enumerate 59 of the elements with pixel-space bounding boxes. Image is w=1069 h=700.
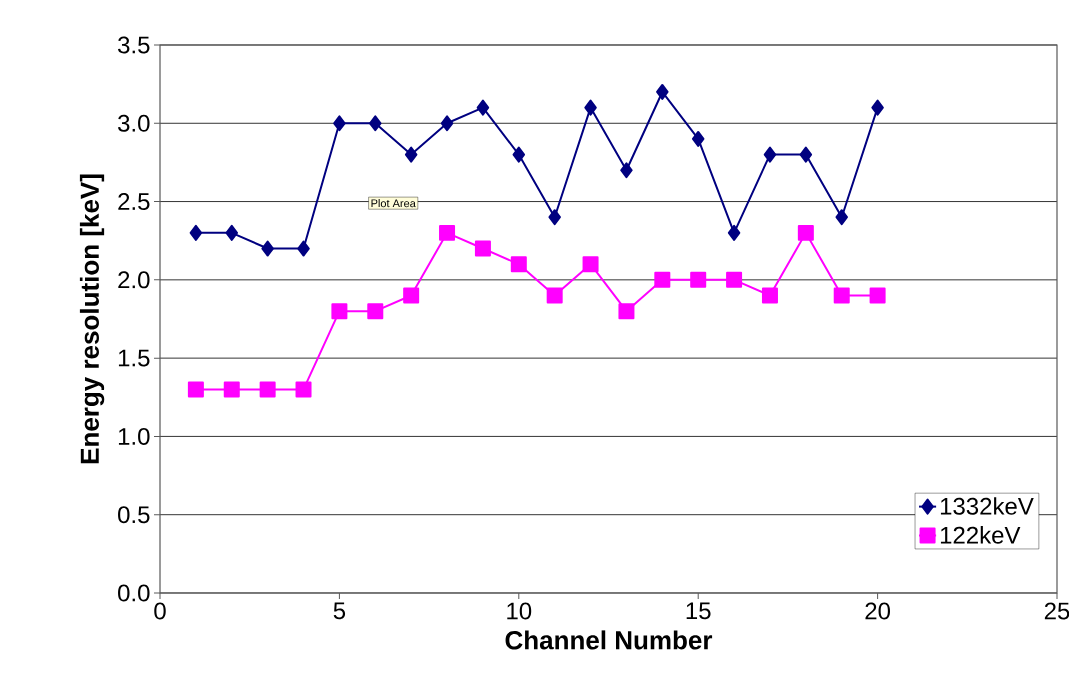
point [656, 83, 669, 100]
point [331, 303, 348, 320]
point [797, 224, 814, 241]
x-tick-label: 25 [1044, 602, 1069, 620]
point [440, 115, 454, 132]
x-axis-title: Channel Number [505, 630, 713, 650]
point [295, 381, 312, 398]
y-tick-label: 3.5 [118, 36, 150, 54]
y-tick-label: 2.0 [118, 271, 150, 289]
point [404, 146, 418, 163]
y-tick-label: 1.0 [118, 427, 150, 445]
point [369, 115, 382, 132]
x-tick-label: 10 [507, 602, 532, 620]
point [259, 381, 276, 398]
x-tick-label: 5 [333, 602, 346, 620]
point [690, 271, 707, 288]
x-tick-label: 15 [686, 602, 711, 620]
y-tick-label: 2.5 [118, 193, 150, 211]
point [474, 240, 491, 257]
point [187, 381, 204, 398]
y-tick-label: 3.0 [118, 114, 150, 132]
point [654, 271, 671, 288]
point [261, 240, 274, 257]
point [835, 209, 848, 226]
point [833, 287, 850, 304]
point [726, 271, 743, 288]
point [799, 146, 813, 163]
legend-label: 1332keV [940, 497, 1034, 515]
y-axis-title: Energy resolution [keV] [79, 174, 105, 464]
point [367, 303, 384, 320]
point [510, 256, 527, 273]
point [584, 99, 597, 116]
point [620, 162, 633, 179]
x-tick-label: 20 [865, 602, 890, 620]
point [403, 287, 420, 304]
point [727, 224, 741, 241]
point [297, 240, 310, 257]
point [333, 115, 346, 132]
y-tick-label: 1.5 [118, 349, 150, 367]
point [869, 287, 886, 304]
annotation: Plot Area [371, 199, 416, 208]
y-tick-label: 0.5 [118, 506, 150, 524]
point [548, 209, 561, 226]
point [189, 224, 203, 241]
point [225, 224, 239, 241]
point [618, 303, 635, 320]
point [691, 130, 705, 147]
point [871, 99, 884, 116]
point [223, 381, 240, 398]
point [439, 224, 456, 241]
x-tick-label: 0 [154, 602, 166, 620]
point [546, 287, 563, 304]
point [761, 287, 778, 304]
legend-label: 122keV [940, 526, 1021, 544]
point [512, 146, 526, 163]
y-tick-label: 0.0 [118, 584, 150, 602]
point [582, 256, 599, 273]
point [476, 99, 490, 116]
point [763, 146, 777, 163]
